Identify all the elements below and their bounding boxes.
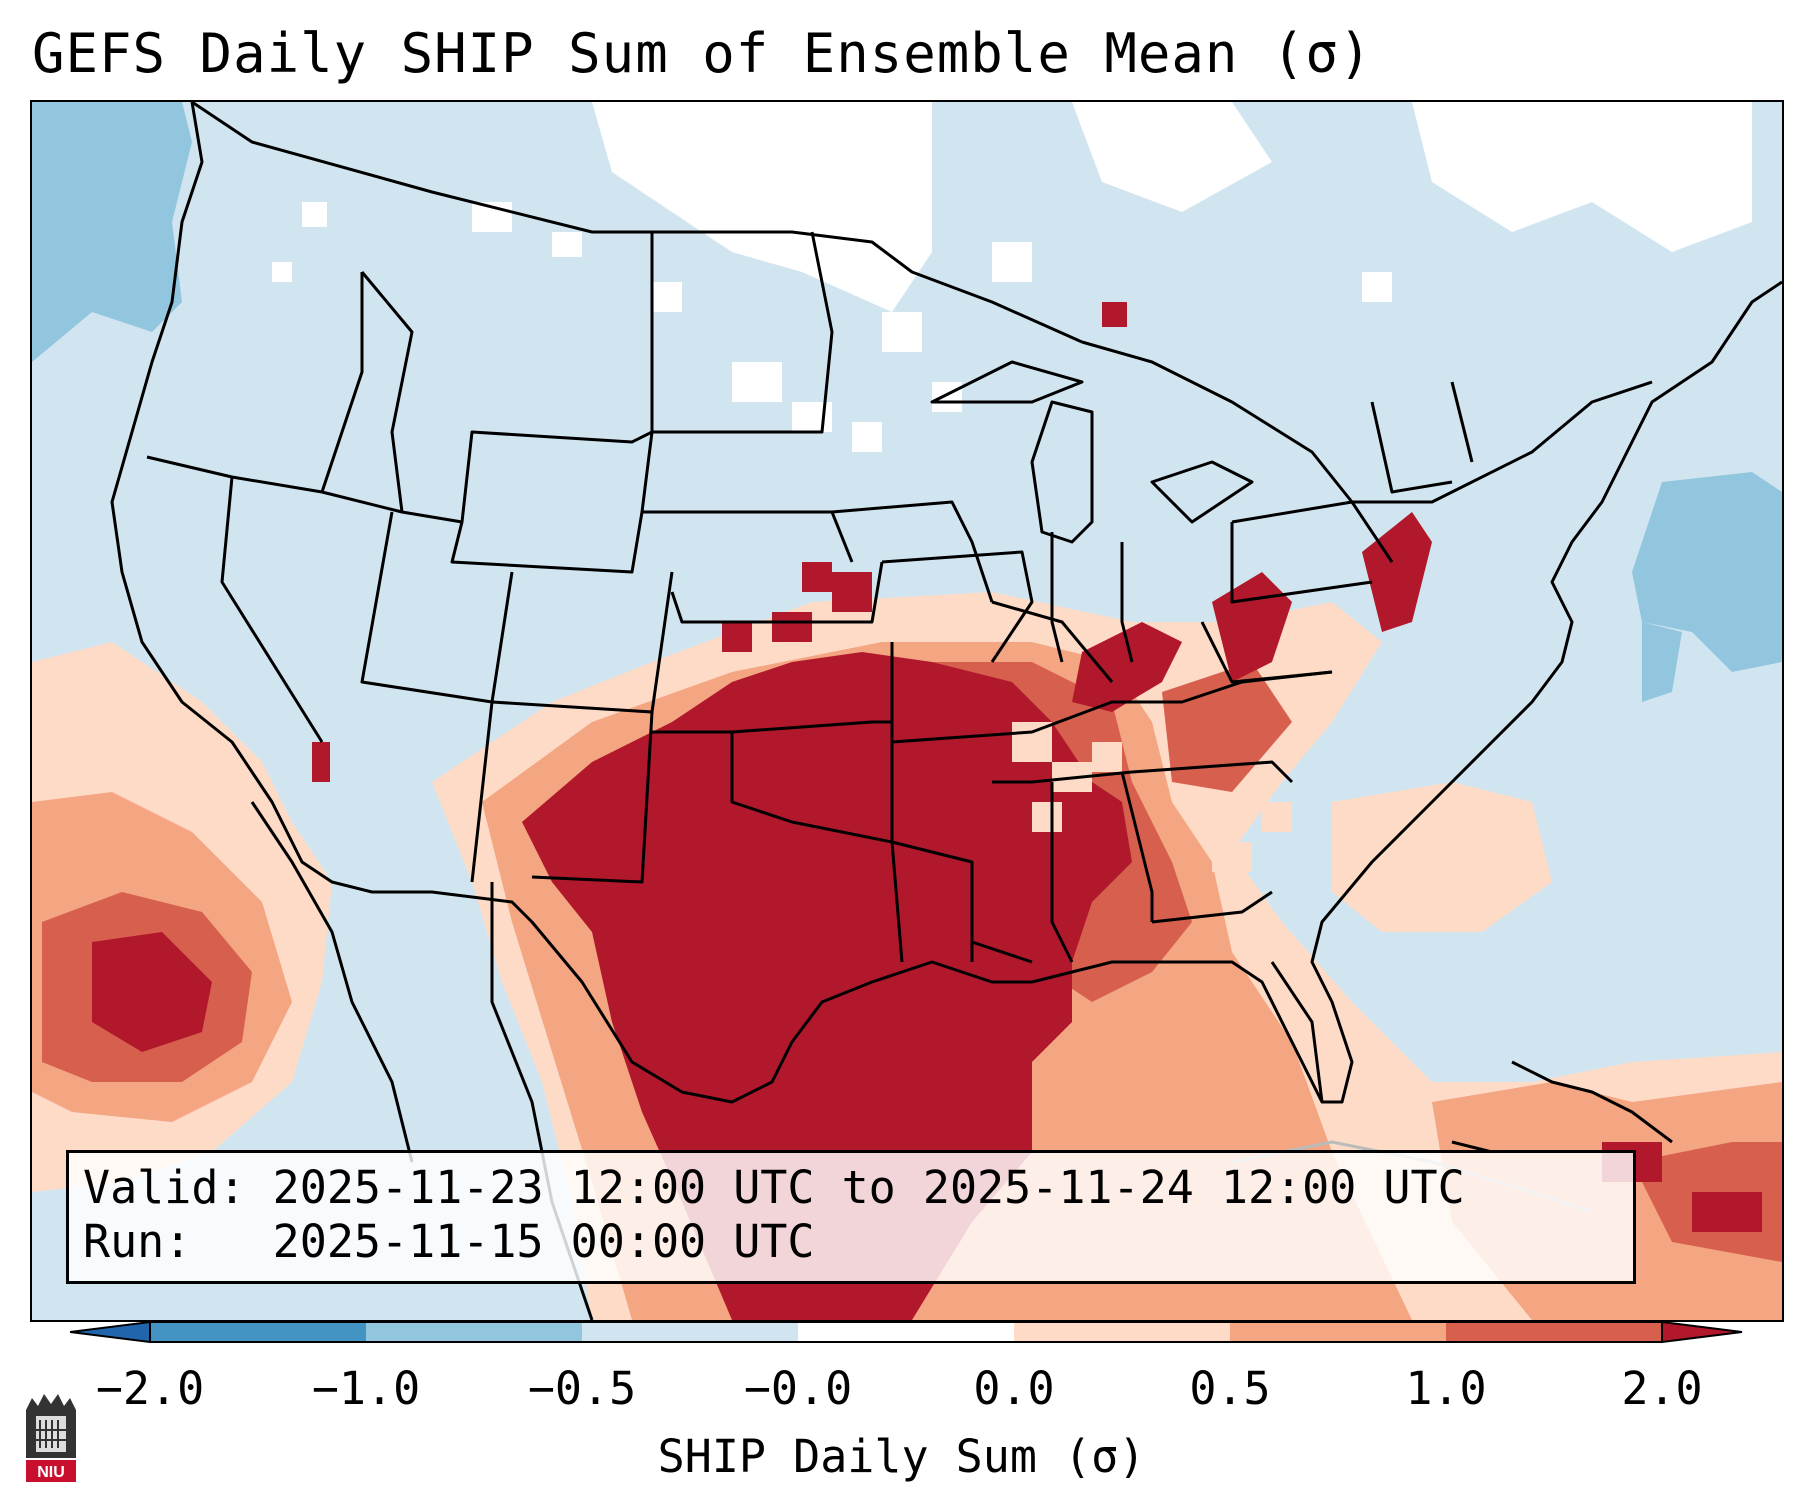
- colorbar-tick-label: −2.0: [95, 1362, 205, 1415]
- colorbar-tick-label: 2.0: [1621, 1362, 1703, 1415]
- colorbar-frame: [149, 1321, 1663, 1343]
- map-canvas: [32, 102, 1782, 1320]
- colorbar-swatch: [150, 1322, 366, 1342]
- colorbar-swatch: [1014, 1322, 1230, 1342]
- colorbar-swatch: [798, 1322, 1014, 1342]
- colorbar-swatch-extend-low: [69, 1320, 151, 1344]
- map-title: GEFS Daily SHIP Sum of Ensemble Mean (σ): [32, 22, 1373, 85]
- colorbar-tick-label: 0.5: [1189, 1362, 1271, 1415]
- valid-time-text: Valid: 2025-11-23 12:00 UTC to 2025-11-2…: [83, 1161, 1465, 1214]
- negative-regions: [32, 102, 1782, 702]
- colorbar-swatch-extend-high: [1661, 1320, 1743, 1344]
- colorbar-tick-label: −1.0: [311, 1362, 421, 1415]
- map-panel: [30, 100, 1784, 1322]
- colorbar-swatch: [1230, 1322, 1446, 1342]
- colorbar: [69, 1320, 1750, 1348]
- near-zero-regions: [272, 102, 1752, 452]
- niu-logo: NIU: [22, 1390, 80, 1490]
- colorbar-swatch: [582, 1322, 798, 1342]
- colorbar-tick-label: −0.0: [743, 1362, 853, 1415]
- valid-run-info-box: Valid: 2025-11-23 12:00 UTC to 2025-11-2…: [66, 1150, 1636, 1284]
- colorbar-tick-label: 0.0: [973, 1362, 1055, 1415]
- logo-text: NIU: [37, 1464, 65, 1481]
- colorbar-swatch: [1446, 1322, 1662, 1342]
- run-time-text: Run: 2025-11-15 00:00 UTC: [83, 1215, 815, 1268]
- colorbar-swatches: [69, 1320, 1743, 1344]
- colorbar-swatch: [366, 1322, 582, 1342]
- colorbar-label: SHIP Daily Sum (σ): [657, 1430, 1146, 1483]
- state-boundaries: [110, 102, 1782, 1320]
- colorbar-tick-label: 1.0: [1405, 1362, 1487, 1415]
- colorbar-tick-label: −0.5: [527, 1362, 637, 1415]
